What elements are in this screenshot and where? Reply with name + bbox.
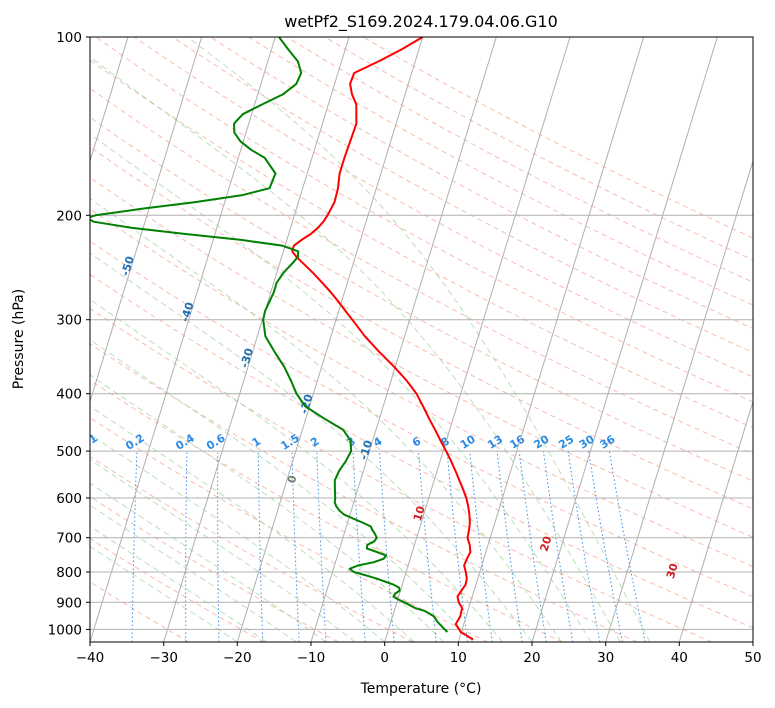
mixing-ratio-line [418,451,437,642]
isotherm-line [384,37,571,642]
moist-adiabat [90,298,503,642]
x-tick-label: 30 [597,650,614,666]
x-tick-label: 20 [523,650,540,666]
mixing-ratio-line [90,451,91,462]
isotherm-line [90,37,276,642]
dry-adiabat [90,146,753,510]
y-tick-label: 600 [56,491,82,507]
moist-adiabat [90,433,386,642]
dry-adiabat [90,307,712,642]
x-tick-label: 40 [671,650,688,666]
dry-adiabat [90,87,753,455]
mixing-ratio-line [608,451,646,642]
adiabat-label: -30 [238,346,256,369]
moist-adiabat [90,504,297,642]
adiabat-label: -40 [178,300,196,323]
x-tick-label: −30 [149,650,178,666]
moist-adiabat [90,197,562,642]
y-tick-label: 800 [56,565,82,581]
chart-title: wetPf2_S169.2024.179.04.06.G10 [284,12,558,32]
isotherm-line [0,37,54,642]
dry-adiabat [90,581,190,642]
y-tick-label: 1000 [48,622,82,638]
dry-adiabat [90,240,753,598]
mixing-ratio-line [469,451,493,642]
moist-adiabat [90,339,474,642]
mixing-ratio-line [542,451,574,642]
isotherm-line [531,37,718,642]
dry-adiabat [90,176,753,538]
temperature-line [291,37,474,641]
moist-adiabat [187,37,651,642]
mixing-ratio-line [496,451,523,642]
y-tick-label: 300 [56,313,82,329]
y-tick-label: 900 [56,595,82,611]
y-axis-label: Pressure (hPa) [11,289,27,389]
mixing-ratio-line [518,451,547,642]
adiabat-label: -50 [119,254,137,277]
dewpoint-line [90,37,449,633]
adiabat-label: 0 [285,473,300,484]
isotherm-line [752,640,753,642]
isotherm-line [310,37,497,642]
adiabat-label: -10 [357,438,375,461]
x-tick-label: 10 [450,650,467,666]
dry-adiabat [90,417,488,642]
moist-adiabat [90,252,533,642]
dry-adiabat [90,379,563,642]
mixing-ratio-line [379,451,395,642]
y-tick-label: 100 [56,30,82,46]
adiabat-label: -70 [0,162,18,185]
moist-adiabat [90,133,592,642]
axes: −40 −30 −20 −10 0 10 20 30 40 5010020030040050060… [48,30,762,666]
y-tick-label: 200 [56,208,82,224]
isotherm-line [457,37,645,642]
y-tick-label: 500 [56,444,82,460]
mixing-ratio-label: 0.1 [76,431,99,452]
isotherm-line [236,37,424,642]
dry-adiabat [90,537,264,642]
dry-adiabat [95,37,753,403]
dry-adiabat [172,37,753,354]
isotherm-line [678,399,753,642]
dry-adiabat [248,37,753,306]
adiabat-label: 20 [538,534,555,553]
isotherm-line [90,37,203,404]
x-tick-label: −40 [76,650,105,666]
mixing-ratio-line [446,451,468,642]
moist-adiabat [90,459,356,642]
x-axis-label: Temperature (°C) [360,681,482,697]
x-tick-label: 0 [380,650,389,666]
sounding-profiles [90,37,474,641]
x-tick-label: −10 [297,650,326,666]
isotherm-line [605,159,753,642]
x-tick-label: −20 [223,650,252,666]
dry-adiabat [90,343,638,642]
mixing-ratio-line [588,451,623,642]
moist-adiabat [90,482,326,642]
y-tick-label: 700 [56,531,82,547]
plot-frame [89,36,754,643]
dry-adiabat [90,273,753,629]
isotherm-line [90,37,129,163]
adiabat-label: 10 [411,504,428,523]
isotherm-line [163,37,350,642]
x-tick-label: 50 [744,650,761,666]
adiabat-label: 30 [664,561,681,580]
y-tick-label: 400 [56,387,82,403]
